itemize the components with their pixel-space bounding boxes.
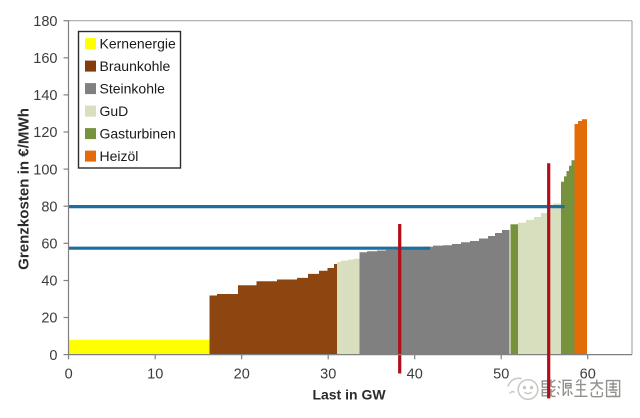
svg-text:Last in GW: Last in GW <box>312 387 386 403</box>
svg-text:80: 80 <box>41 199 57 215</box>
svg-text:GuD: GuD <box>100 103 129 119</box>
svg-text:Heizöl: Heizöl <box>100 148 139 164</box>
svg-text:140: 140 <box>33 88 57 104</box>
svg-text:Braunkohle: Braunkohle <box>100 58 171 74</box>
svg-text:0: 0 <box>49 348 57 364</box>
svg-text:40: 40 <box>407 367 423 383</box>
svg-text:180: 180 <box>33 14 57 30</box>
svg-text:120: 120 <box>33 125 57 141</box>
svg-text:100: 100 <box>33 162 57 178</box>
svg-text:Kernenergie: Kernenergie <box>100 36 176 52</box>
svg-text:160: 160 <box>33 51 57 67</box>
svg-text:Steinkohle: Steinkohle <box>100 81 166 97</box>
svg-text:20: 20 <box>234 367 250 383</box>
svg-text:0: 0 <box>65 367 73 383</box>
svg-text:10: 10 <box>147 367 163 383</box>
svg-text:60: 60 <box>41 237 57 253</box>
svg-text:40: 40 <box>41 274 57 290</box>
svg-text:30: 30 <box>320 367 336 383</box>
svg-text:Gasturbinen: Gasturbinen <box>100 126 176 142</box>
svg-text:Grenzkosten in €/MWh: Grenzkosten in €/MWh <box>16 108 33 270</box>
svg-text:50: 50 <box>493 367 509 383</box>
svg-text:20: 20 <box>41 311 57 327</box>
svg-text:60: 60 <box>580 367 596 383</box>
